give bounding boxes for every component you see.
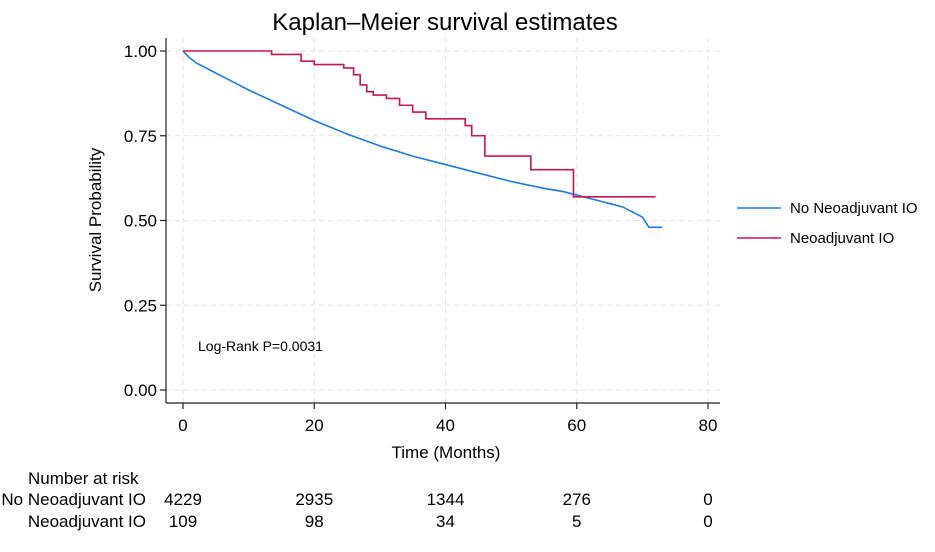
x-tick-label: 20 (305, 416, 324, 435)
series-lines (182, 50, 663, 229)
y-tick-label: 0.50 (124, 212, 157, 231)
risk-value: 34 (436, 512, 455, 531)
risk-value: 276 (563, 490, 591, 509)
risk-value: 5 (572, 512, 581, 531)
risk-value: 4229 (164, 490, 202, 509)
legend-label-1: Neoadjuvant IO (790, 230, 894, 247)
x-tick-label: 80 (699, 416, 718, 435)
risk-table-title: Number at risk (28, 469, 139, 488)
x-tick-label: 0 (178, 416, 187, 435)
risk-table: Number at risk No Neoadjuvant IO 4229 2935 1… (1, 469, 712, 531)
risk-row-label: No Neoadjuvant IO (1, 490, 146, 509)
risk-value: 1344 (427, 490, 465, 509)
y-tick-label: 0.00 (124, 381, 157, 400)
x-tick-label: 60 (567, 416, 586, 435)
series-line-0 (182, 50, 663, 229)
risk-value: 109 (169, 512, 197, 531)
y-tick-label: 0.75 (124, 127, 157, 146)
x-axis-label: Time (Months) (392, 443, 501, 462)
legend: No Neoadjuvant IO Neoadjuvant IO (737, 200, 918, 247)
y-tick-label: 1.00 (124, 42, 157, 61)
risk-value: 98 (305, 512, 324, 531)
chart-title: Kaplan–Meier survival estimates (272, 9, 617, 36)
legend-label-0: No Neoadjuvant IO (790, 200, 918, 217)
risk-row-label: Neoadjuvant IO (28, 512, 146, 531)
axes (160, 38, 720, 409)
log-rank-annotation: Log-Rank P=0.0031 (198, 338, 323, 354)
x-tick-label: 40 (436, 416, 455, 435)
tick-labels: 0 20 40 60 80 0.00 0.25 0.50 0.75 1.00 (124, 42, 718, 435)
risk-value: 0 (703, 490, 712, 509)
series-line-1 (183, 50, 656, 198)
y-tick-label: 0.25 (124, 296, 157, 315)
risk-value: 0 (703, 512, 712, 531)
y-axis-label: Survival Probability (86, 147, 105, 292)
risk-value: 2935 (295, 490, 333, 509)
